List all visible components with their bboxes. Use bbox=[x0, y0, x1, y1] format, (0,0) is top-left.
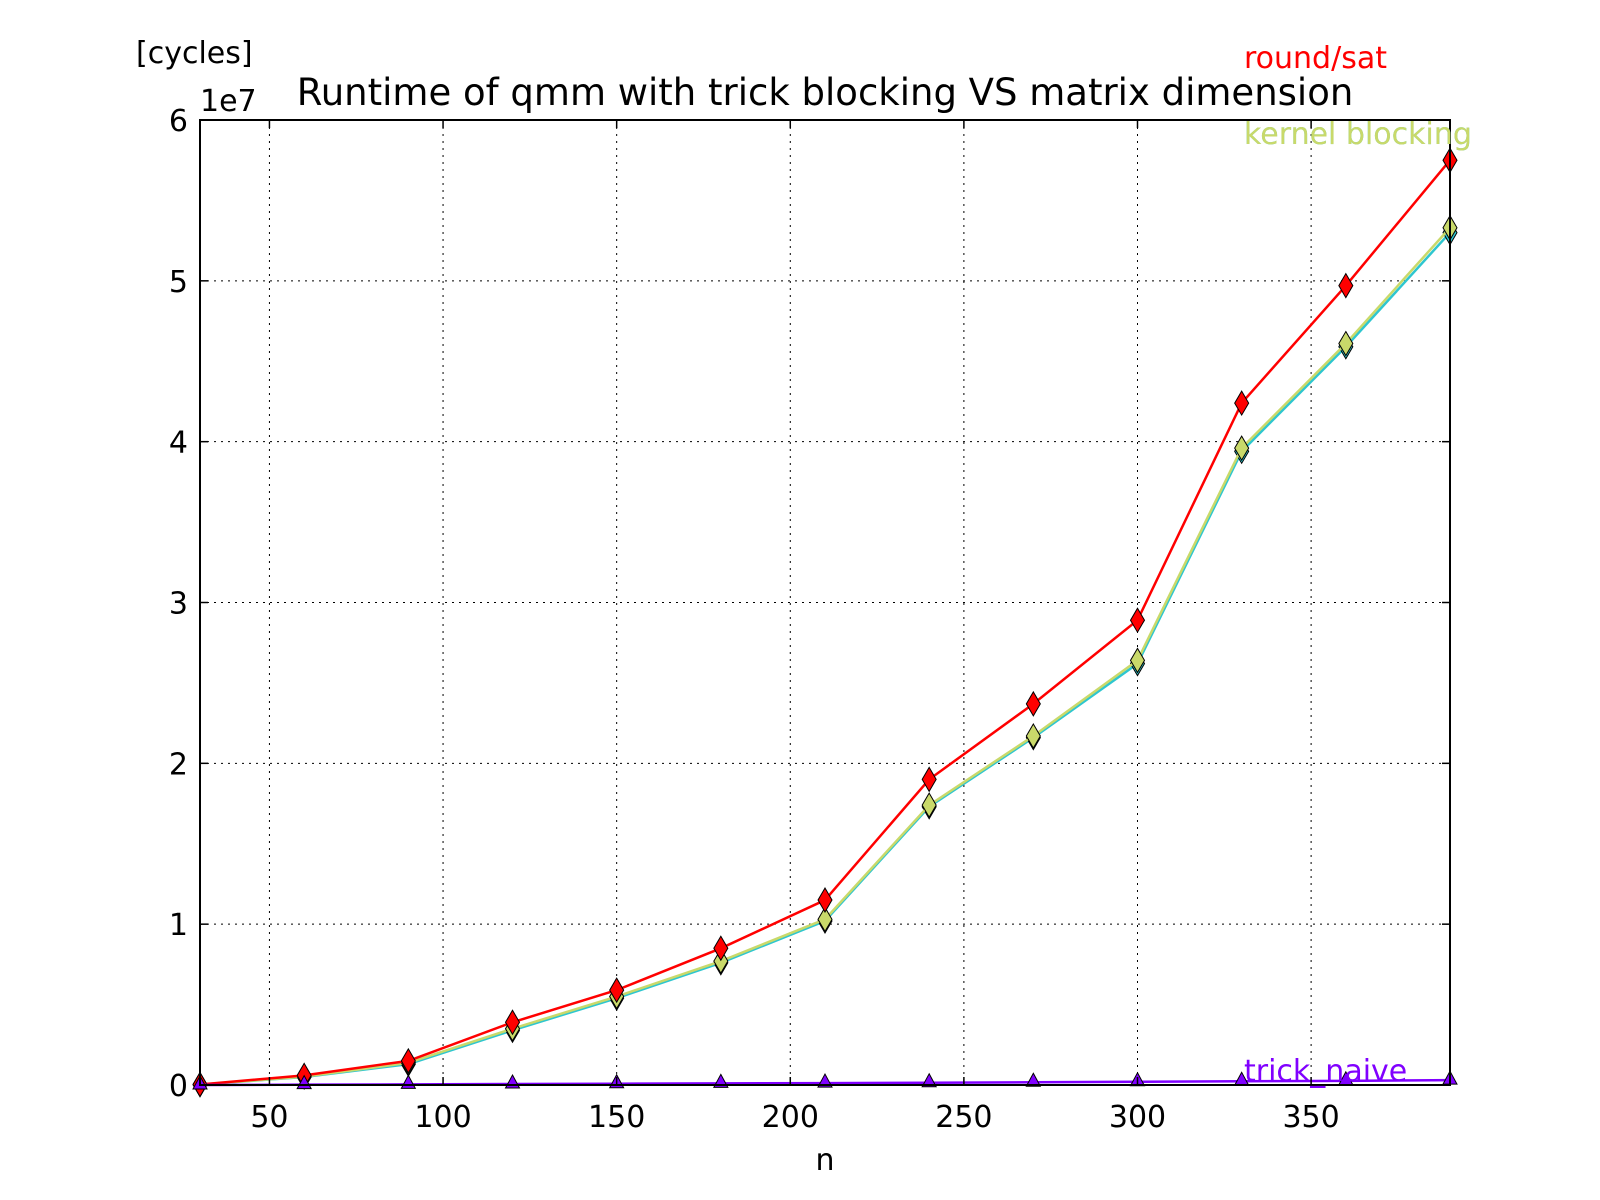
series-label: trick_naive bbox=[1244, 1054, 1407, 1089]
y-tick-label: 4 bbox=[169, 426, 188, 461]
y-tick-label: 1 bbox=[169, 908, 188, 943]
data-point bbox=[609, 977, 625, 1004]
data-point bbox=[400, 1047, 416, 1074]
series-label: round/sat bbox=[1244, 41, 1387, 76]
data-point bbox=[504, 1009, 521, 1036]
data-point bbox=[1129, 647, 1146, 674]
data-point bbox=[713, 935, 729, 962]
x-tick-label: 100 bbox=[414, 1100, 471, 1135]
data-point bbox=[1129, 607, 1146, 634]
y-tick-label: 0 bbox=[169, 1069, 188, 1104]
series-label: kernel blocking bbox=[1244, 117, 1472, 152]
y-tick-label: 3 bbox=[169, 587, 188, 622]
x-tick-label: 350 bbox=[1282, 1100, 1339, 1135]
y-tick-label: 6 bbox=[169, 104, 188, 139]
data-point bbox=[921, 792, 937, 819]
y-offset-label: 1e7 bbox=[200, 84, 257, 119]
data-point bbox=[1025, 722, 1041, 749]
y-axis-title: [cycles] bbox=[136, 36, 253, 71]
data-point bbox=[817, 1073, 833, 1088]
y-tick-label: 5 bbox=[169, 265, 188, 300]
x-tick-label: 250 bbox=[935, 1100, 992, 1135]
data-point bbox=[1025, 690, 1041, 717]
y-tick-label: 2 bbox=[169, 747, 188, 782]
data-point bbox=[1234, 390, 1250, 417]
x-tick-label: 200 bbox=[762, 1100, 819, 1135]
data-point bbox=[817, 906, 833, 933]
data-point bbox=[1338, 330, 1354, 357]
data-point bbox=[1025, 1072, 1042, 1087]
data-point bbox=[921, 766, 937, 793]
x-axis-title: n bbox=[815, 1143, 834, 1178]
ticks: 50 100 150 200 250 300 350 0 1 2 3 4 5 6 bbox=[169, 104, 1450, 1135]
x-tick-label: 50 bbox=[250, 1100, 288, 1135]
data-point bbox=[921, 1072, 938, 1088]
chart-title: Runtime of qmm with trick blocking VS ma… bbox=[297, 71, 1354, 114]
data-point bbox=[1338, 272, 1354, 299]
x-tick-label: 300 bbox=[1109, 1100, 1166, 1135]
x-tick-label: 150 bbox=[588, 1100, 645, 1135]
series-label: kernel blocking bbox=[1244, 117, 1472, 152]
data-point bbox=[817, 887, 833, 914]
data-point bbox=[1234, 435, 1250, 462]
